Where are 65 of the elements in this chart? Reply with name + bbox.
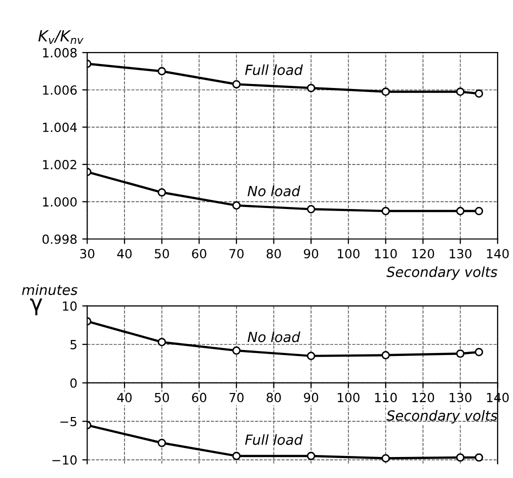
series-label: Full load xyxy=(245,434,303,445)
point xyxy=(382,454,390,462)
point xyxy=(474,453,484,462)
x-tick-label: 90 xyxy=(304,248,318,258)
y-tick-label: −10 xyxy=(52,455,77,465)
x-tick-label: 70 xyxy=(230,248,244,258)
point xyxy=(456,453,464,462)
point xyxy=(306,84,316,92)
x-axis-title: Secondary volts xyxy=(386,266,498,280)
x-tick-label: 140 xyxy=(487,248,509,258)
x-tick-label: 100 xyxy=(338,392,360,402)
x-tick-label: 50 xyxy=(154,248,169,258)
point xyxy=(474,348,484,356)
x-tick-label: 80 xyxy=(266,248,281,258)
y-axis-title: γ xyxy=(30,298,42,316)
y-tick-label: 1.002 xyxy=(43,160,76,170)
y-tick-label: 1.004 xyxy=(43,122,77,132)
point xyxy=(382,351,390,360)
x-tick-label: 110 xyxy=(375,392,397,402)
y-tick-label: 10 xyxy=(62,301,77,311)
point xyxy=(232,452,241,460)
x-tick-label: 60 xyxy=(192,392,206,402)
point xyxy=(158,188,166,197)
y-tick-label: 0.998 xyxy=(42,234,77,244)
point xyxy=(456,349,464,358)
x-tick-label: 60 xyxy=(192,248,206,258)
point xyxy=(474,89,484,98)
y-tick-label: 1.000 xyxy=(43,197,77,207)
x-tick-label: 30 xyxy=(80,248,94,258)
point xyxy=(382,88,390,96)
point xyxy=(456,206,464,216)
x-tick-label: 130 xyxy=(450,392,472,402)
point xyxy=(232,201,241,210)
x-tick-label: 50 xyxy=(154,392,169,402)
point xyxy=(382,206,390,216)
point xyxy=(306,452,316,460)
series-label: No load xyxy=(248,186,300,196)
point xyxy=(158,438,166,448)
x-tick-label: 120 xyxy=(412,248,434,258)
y-tick-label: 1.006 xyxy=(43,85,77,95)
y-axis-title: K$_{v}$/K$_{nv}$ xyxy=(38,30,84,44)
point xyxy=(158,338,166,346)
x-tick-label: 90 xyxy=(304,392,318,402)
x-tick-label: 80 xyxy=(266,392,281,402)
x-tick-label: 40 xyxy=(117,248,132,258)
y-tick-label: −5 xyxy=(60,416,76,426)
point xyxy=(306,352,316,360)
series-label: No load xyxy=(248,331,300,342)
point xyxy=(232,346,241,355)
text: minutes xyxy=(22,284,78,296)
x-tick-label: 70 xyxy=(230,392,244,402)
x-tick-label: 120 xyxy=(412,392,434,402)
point xyxy=(474,206,484,216)
y-tick-label: 0 xyxy=(70,378,77,388)
point xyxy=(158,67,166,76)
y-tick-label: 1.008 xyxy=(43,48,77,58)
x-tick-label: 100 xyxy=(338,248,360,258)
point xyxy=(232,80,241,88)
x-tick-label: 40 xyxy=(117,392,132,402)
x-tick-label: 110 xyxy=(375,248,397,258)
series-label: Full load xyxy=(245,64,303,76)
x-tick-label: 130 xyxy=(450,248,472,258)
point xyxy=(456,88,464,96)
y-tick-label: 5 xyxy=(70,340,76,350)
point xyxy=(306,205,316,214)
